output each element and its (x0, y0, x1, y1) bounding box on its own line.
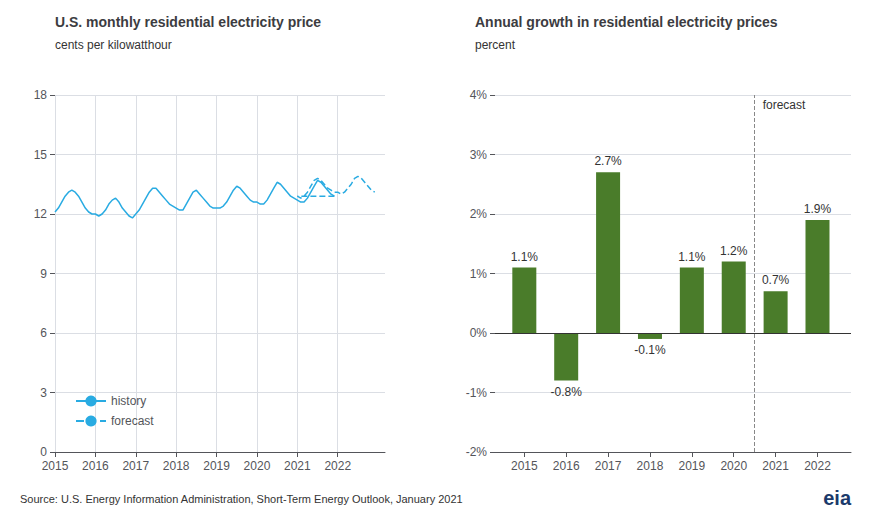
svg-text:2020: 2020 (244, 459, 271, 473)
svg-text:2%: 2% (470, 207, 488, 221)
svg-text:1.9%: 1.9% (804, 202, 832, 216)
svg-text:2018: 2018 (637, 459, 664, 473)
svg-text:1%: 1% (470, 267, 488, 281)
svg-text:2017: 2017 (595, 459, 622, 473)
svg-text:1.2%: 1.2% (720, 244, 748, 258)
svg-text:history: history (111, 394, 146, 408)
svg-text:forecast: forecast (111, 414, 154, 428)
svg-text:2019: 2019 (678, 459, 705, 473)
svg-text:2.7%: 2.7% (594, 154, 622, 168)
svg-text:2020: 2020 (720, 459, 747, 473)
svg-text:Source: U.S. Energy Informatio: Source: U.S. Energy Information Administ… (20, 493, 463, 505)
svg-text:4%: 4% (470, 88, 488, 102)
svg-text:15: 15 (34, 148, 48, 162)
svg-text:cents per kilowatthour: cents per kilowatthour (55, 38, 172, 52)
svg-text:3: 3 (40, 386, 47, 400)
svg-text:2017: 2017 (122, 459, 149, 473)
svg-text:2016: 2016 (553, 459, 580, 473)
svg-text:-0.8%: -0.8% (551, 385, 583, 399)
svg-text:2022: 2022 (324, 459, 351, 473)
svg-text:6: 6 (40, 326, 47, 340)
svg-text:18: 18 (34, 88, 48, 102)
svg-text:2021: 2021 (284, 459, 311, 473)
svg-text:2016: 2016 (82, 459, 109, 473)
svg-text:U.S. monthly residential elect: U.S. monthly residential electricity pri… (55, 14, 321, 30)
svg-text:2015: 2015 (42, 459, 69, 473)
svg-text:-0.1%: -0.1% (634, 343, 666, 357)
svg-text:2021: 2021 (762, 459, 789, 473)
svg-text:0.7%: 0.7% (762, 273, 790, 287)
svg-text:0%: 0% (470, 326, 488, 340)
svg-text:2022: 2022 (804, 459, 831, 473)
svg-text:1.1%: 1.1% (511, 250, 539, 264)
svg-text:-1%: -1% (466, 386, 488, 400)
svg-text:9: 9 (40, 267, 47, 281)
svg-text:eia: eia (823, 487, 852, 509)
svg-text:2019: 2019 (203, 459, 230, 473)
svg-text:3%: 3% (470, 148, 488, 162)
svg-text:2018: 2018 (163, 459, 190, 473)
svg-text:-2%: -2% (466, 445, 488, 459)
svg-text:0: 0 (40, 445, 47, 459)
svg-text:percent: percent (475, 38, 516, 52)
svg-text:1.1%: 1.1% (678, 250, 706, 264)
svg-text:forecast: forecast (763, 98, 806, 112)
svg-text:12: 12 (34, 207, 48, 221)
svg-text:2015: 2015 (511, 459, 538, 473)
svg-text:Annual growth in residential e: Annual growth in residential electricity… (475, 14, 778, 30)
